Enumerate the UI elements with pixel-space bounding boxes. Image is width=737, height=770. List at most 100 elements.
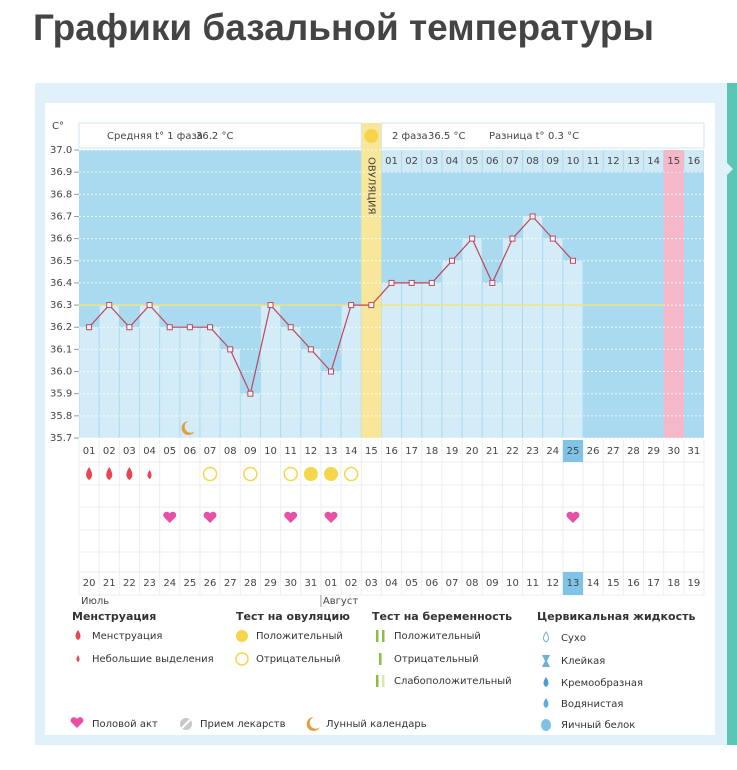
phase2-day: 04 [446,156,459,167]
ovulation-sun [364,129,379,143]
legend-icon [542,655,550,667]
phase2-day-box [644,150,664,172]
legend-item: Яичный белок [561,720,635,731]
legend-icon [379,653,382,665]
legend-item: Сухо [561,633,586,644]
side-strip [727,83,737,745]
legend-title: Менструация [72,610,156,623]
date: 02 [345,578,358,589]
phase2-day: 01 [385,156,398,167]
y-tick-label: 35.8 [50,411,72,422]
cycle-day: 23 [526,446,539,457]
cycle-day: 09 [244,446,257,457]
cycle-day: 11 [284,446,297,457]
y-tick-label: 36.5 [50,256,72,267]
temperature-point [428,279,435,286]
intercourse-mark [163,511,177,523]
date: 17 [647,578,660,589]
date: 20 [83,578,96,589]
cycle-day: 29 [647,446,660,457]
temperature-point [247,390,254,397]
ovulation-test-negative [202,466,218,482]
y-axis-label: C° [52,121,64,132]
temperature-point [207,324,214,331]
legend-item: Клейкая [561,656,605,667]
date: 10 [506,578,519,589]
cycle-day: 30 [667,446,680,457]
date: 31 [304,578,317,589]
phase2-day: 03 [425,156,438,167]
date: 07 [446,578,459,589]
phase2-day-box [442,150,462,172]
legend-icon [306,716,320,731]
ovulation-test-positive [303,467,318,481]
temperature-point [348,302,355,309]
ovulation-label: ОВУЛЯЦИЯ [365,157,376,215]
date: 22 [123,578,136,589]
phase2-day-box [543,150,563,172]
phase1-value: 36.2 °C [196,131,233,142]
temperature-point [529,213,536,220]
temperature-bar [160,327,180,438]
date: 11 [526,578,539,589]
temperature-point [368,302,375,309]
phase2-day: 02 [405,156,418,167]
date: 04 [385,578,398,589]
temperature-point [267,302,274,309]
legend-item: Менструация [92,631,162,642]
legend-title: Тест на овуляцию [236,610,350,623]
legend-item: Положительный [256,631,343,642]
temperature-point [227,346,234,353]
legend-icon [376,630,385,642]
cycle-day: 02 [103,446,116,457]
temperature-bar [402,282,422,438]
temperature-point [186,324,193,331]
lunar-mark [181,420,195,435]
date: 25 [184,578,197,589]
date: 09 [486,578,499,589]
temperature-point [569,257,576,264]
cycle-day: 18 [425,446,438,457]
date: 16 [627,578,640,589]
legend-item: Прием лекарств [200,719,286,730]
temperature-point [549,235,556,242]
temperature-bar [200,327,220,438]
y-tick-label: 35.7 [50,433,72,444]
legend-icon [541,719,551,731]
cycle-day: 27 [607,446,620,457]
ovulation-test-negative [283,466,298,482]
legend-item: Лунный календарь [326,719,427,730]
month-label: Июль [81,596,109,607]
legend-item: Отрицательный [394,654,479,665]
temperature-point [509,235,516,242]
phase2-day: 16 [688,156,701,167]
temperature-bar [462,238,482,438]
temperature-point [328,368,335,375]
date: 13 [567,578,580,589]
cycle-day: 31 [688,446,701,457]
phase2-day: 07 [506,156,519,167]
ovulation-test-negative [243,466,258,482]
phase2-day-box [482,150,502,172]
phase2-day: 14 [647,156,660,167]
date: 23 [143,578,156,589]
phase2-day: 08 [526,156,539,167]
cycle-day: 15 [365,446,378,457]
phase2-box [380,122,705,149]
temperature-point [86,324,93,331]
cycle-day: 16 [385,446,398,457]
phase2-day-box [623,150,644,172]
cycle-day: 10 [264,446,277,457]
phase2-day-box [502,150,523,172]
date: 24 [163,578,176,589]
temperature-point [126,324,133,331]
phase2-day: 10 [567,156,580,167]
temperature-point [287,324,294,331]
menstruation-mark [106,467,113,480]
date: 28 [244,578,257,589]
today-box [562,440,584,462]
legend-item: Положительный [394,631,481,642]
phase2-label: 2 фаза [392,131,428,142]
y-tick-label: 36.0 [50,367,72,378]
